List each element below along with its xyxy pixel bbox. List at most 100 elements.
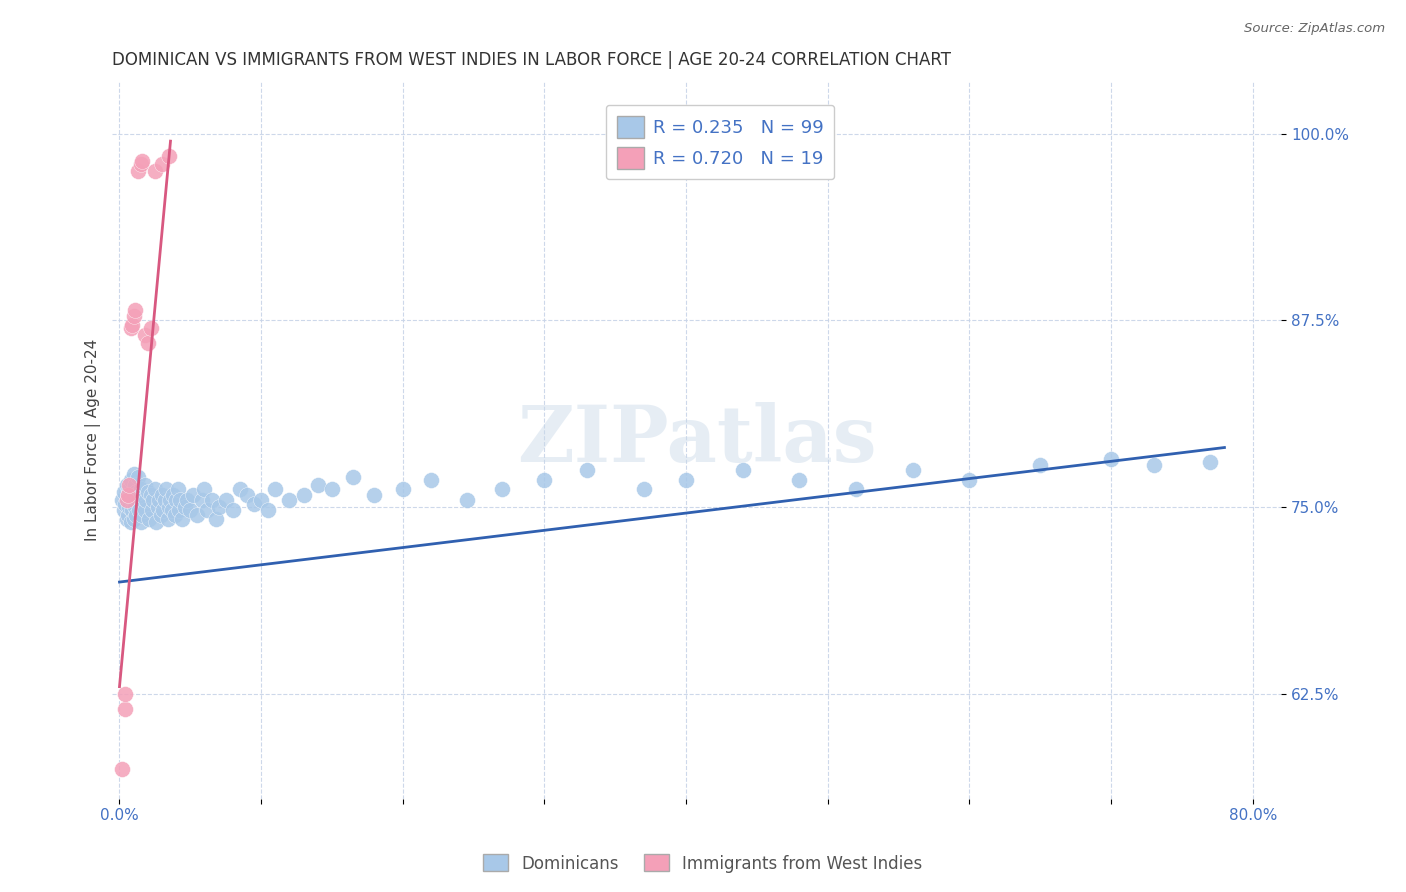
Point [257,503,280,517]
Point [675,474,697,488]
Point [222,503,245,517]
Point [114,702,136,716]
Point [118,500,141,515]
Point [114,687,136,701]
Text: Source: ZipAtlas.com: Source: ZipAtlas.com [1244,22,1385,36]
Point [121,503,143,517]
Point [136,485,159,500]
Point [633,483,655,497]
Point [491,483,513,497]
Point [124,303,146,318]
Point [134,503,156,517]
Point [143,164,166,178]
Point [156,512,179,526]
Point [157,500,180,515]
Point [533,474,555,488]
Point [307,478,329,492]
Text: DOMINICAN VS IMMIGRANTS FROM WEST INDIES IN LABOR FORCE | AGE 20-24 CORRELATION : DOMINICAN VS IMMIGRANTS FROM WEST INDIES… [112,51,952,69]
Point [120,321,142,335]
Point [159,492,181,507]
Point [391,483,413,497]
Point [143,483,166,497]
Point [170,512,193,526]
Point [243,497,266,511]
Point [124,478,146,492]
Point [117,508,139,522]
Point [901,463,924,477]
Point [112,485,135,500]
Point [125,508,148,522]
Point [115,512,138,526]
Point [118,483,141,497]
Point [193,483,215,497]
Point [117,488,139,502]
Point [121,318,143,332]
Point [129,156,152,170]
Point [264,483,287,497]
Point [128,503,150,517]
Point [136,335,159,350]
Point [1142,458,1164,473]
Point [135,492,157,507]
Point [138,512,160,526]
Point [139,488,162,502]
Point [153,492,176,507]
Point [150,488,173,502]
Point [120,474,142,488]
Point [125,485,148,500]
Point [122,309,145,323]
Point [111,492,134,507]
Point [115,478,138,492]
Point [127,164,149,178]
Point [181,488,204,502]
Point [155,483,177,497]
Point [132,500,155,515]
Point [149,508,172,522]
Point [190,492,212,507]
Y-axis label: In Labor Force | Age 20-24: In Labor Force | Age 20-24 [86,339,101,541]
Point [1029,458,1052,473]
Point [959,474,981,488]
Point [169,492,191,507]
Point [236,488,259,502]
Point [342,470,364,484]
Point [120,515,142,529]
Point [122,512,145,526]
Legend: R = 0.235   N = 99, R = 0.720   N = 19: R = 0.235 N = 99, R = 0.720 N = 19 [606,104,834,179]
Point [118,478,141,492]
Point [789,474,811,488]
Point [165,492,187,507]
Legend: Dominicans, Immigrants from West Indies: Dominicans, Immigrants from West Indies [477,847,929,880]
Point [167,503,190,517]
Point [112,503,135,517]
Point [139,321,162,335]
Point [141,503,163,517]
Point [129,483,152,497]
Point [162,488,184,502]
Point [148,492,170,507]
Point [205,512,228,526]
Point [731,463,754,477]
Point [111,762,134,776]
Point [122,488,145,502]
Point [114,497,136,511]
Point [127,470,149,484]
Point [1199,455,1222,469]
Point [173,500,195,515]
Point [215,492,238,507]
Point [456,492,478,507]
Point [122,467,145,482]
Point [150,156,173,170]
Point [115,492,138,507]
Point [146,500,169,515]
Point [142,492,165,507]
Point [121,492,143,507]
Point [363,488,385,502]
Point [131,153,153,168]
Point [176,492,198,507]
Point [129,515,152,529]
Point [845,483,868,497]
Point [200,492,222,507]
Point [166,483,188,497]
Point [1099,452,1122,467]
